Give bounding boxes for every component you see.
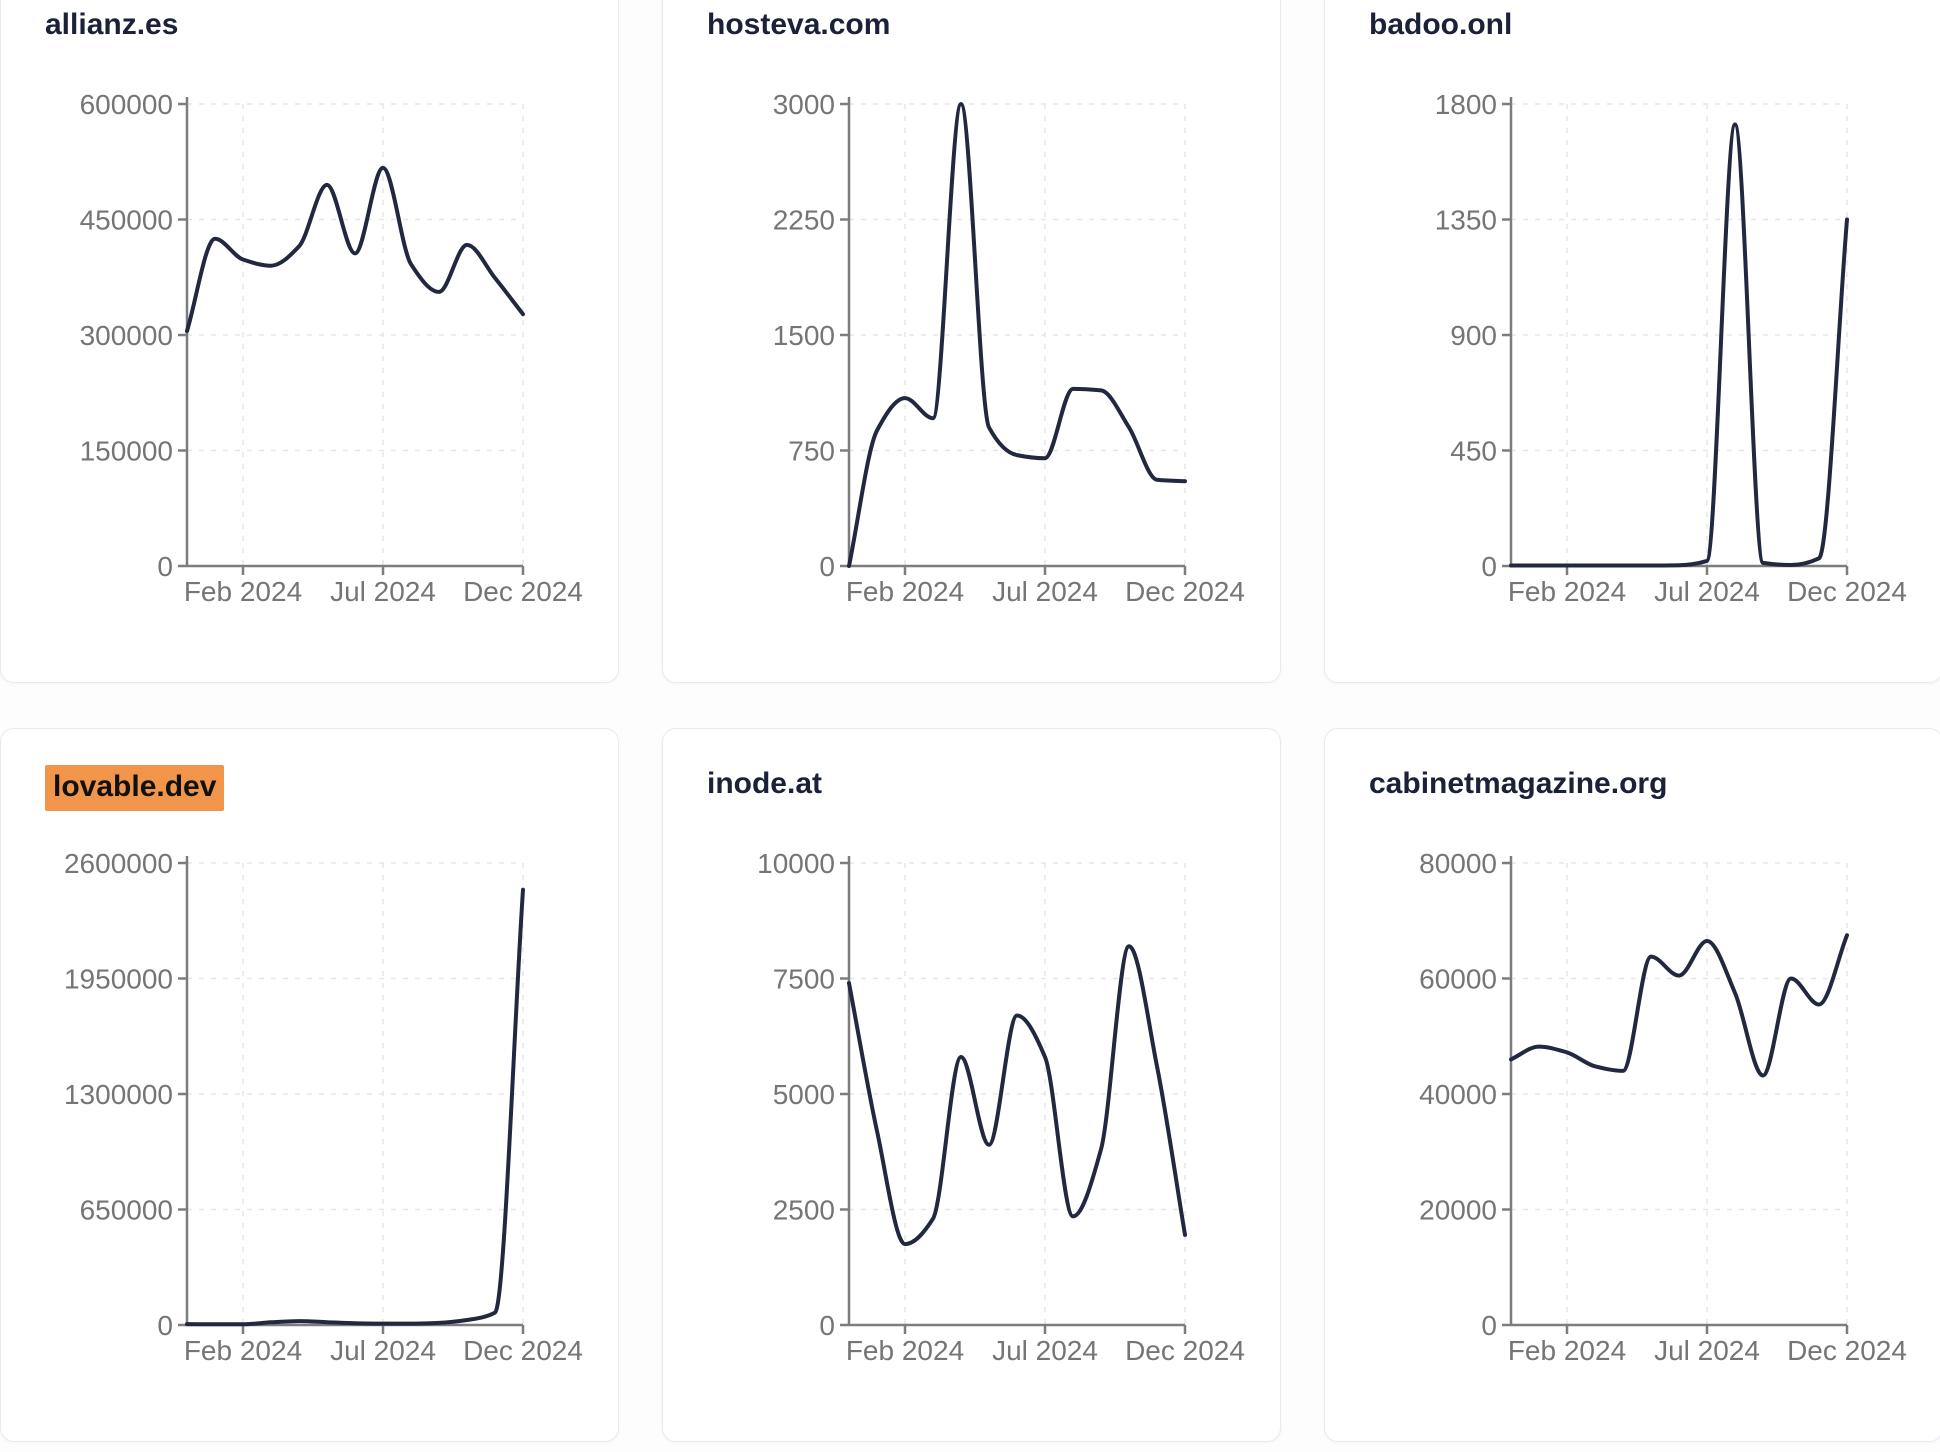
y-tick-label: 1350 — [1435, 205, 1497, 236]
y-tick-label: 40000 — [1419, 1079, 1497, 1110]
domain-title[interactable]: lovable.dev — [45, 765, 225, 811]
tick-labels: 0 2500 5000 7500 10000 Feb 2024 Jul 2024 Dec 20… — [757, 848, 1245, 1366]
y-tick-label: 1300000 — [64, 1079, 173, 1110]
chart-card: allianz.es 0 150000 300000 450000 600000 Feb … — [0, 0, 619, 683]
chart-title-row: lovable.dev — [45, 765, 225, 811]
y-tick-label: 7500 — [773, 964, 835, 995]
y-tick-label: 5000 — [773, 1079, 835, 1110]
chart-card: cabinetmagazine.org 0 20000 40000 60000 8000… — [1324, 728, 1940, 1442]
x-tick-label: Jul 2024 — [330, 576, 436, 607]
domain-title[interactable]: hosteva.com — [707, 8, 891, 41]
y-tick-label: 80000 — [1419, 848, 1497, 879]
domain-title[interactable]: badoo.onl — [1369, 8, 1513, 41]
x-tick-label: Feb 2024 — [184, 576, 302, 607]
y-tick-label: 3000 — [773, 89, 835, 120]
chart-title-row: hosteva.com — [707, 6, 890, 44]
y-tick-label: 0 — [819, 1310, 835, 1341]
series-line — [185, 887, 525, 1327]
y-tick-label: 0 — [819, 551, 835, 582]
x-tick-label: Jul 2024 — [330, 1335, 436, 1366]
x-tick-label: Feb 2024 — [1508, 1335, 1626, 1366]
y-tick-label: 600000 — [80, 89, 173, 120]
line-chart: 0 2500 5000 7500 10000 Feb 2024 Jul 2024 Dec 20… — [757, 848, 1245, 1366]
x-tick-label: Jul 2024 — [992, 1335, 1098, 1366]
domain-title[interactable]: cabinetmagazine.org — [1369, 767, 1668, 800]
x-tick-label: Feb 2024 — [184, 1335, 302, 1366]
series-line — [847, 102, 1187, 568]
line-chart: 0 750 1500 2250 3000 Feb 2024 Jul 2024 Dec 2024 — [773, 89, 1245, 607]
tick-labels: 0 450 900 1350 1800 Feb 2024 Jul 2024 Dec 2024 — [1435, 89, 1907, 607]
chart-card: lovable.dev 0 650000 1300000 1950000 2600000… — [0, 728, 619, 1442]
axes — [178, 97, 525, 575]
x-tick-label: Dec 2024 — [463, 1335, 583, 1366]
y-tick-label: 300000 — [80, 320, 173, 351]
tick-labels: 0 20000 40000 60000 80000 Feb 2024 Jul 2024 Dec… — [1419, 848, 1907, 1366]
gridlines — [1511, 103, 1848, 566]
line-chart: 0 20000 40000 60000 80000 Feb 2024 Jul 2024 Dec… — [1419, 848, 1907, 1366]
chart-title-row: badoo.onl — [1369, 6, 1512, 44]
x-tick-label: Jul 2024 — [1654, 576, 1760, 607]
x-tick-label: Jul 2024 — [1654, 1335, 1760, 1366]
x-tick-label: Dec 2024 — [463, 576, 583, 607]
y-tick-label: 1950000 — [64, 964, 173, 995]
chart-title-row: cabinetmagazine.org — [1369, 765, 1667, 803]
y-tick-label: 900 — [1450, 320, 1497, 351]
axes — [1502, 97, 1849, 575]
series-line — [847, 944, 1187, 1247]
y-tick-label: 60000 — [1419, 964, 1497, 995]
x-tick-label: Feb 2024 — [1508, 576, 1626, 607]
line-chart: 0 450 900 1350 1800 Feb 2024 Jul 2024 Dec 2024 — [1435, 89, 1907, 607]
x-tick-label: Dec 2024 — [1125, 1335, 1245, 1366]
y-tick-label: 0 — [157, 551, 173, 582]
chart-title-row: allianz.es — [45, 6, 178, 44]
x-tick-label: Feb 2024 — [846, 1335, 964, 1366]
tick-labels: 0 150000 300000 450000 600000 Feb 2024 Jul 202… — [80, 89, 583, 607]
y-tick-label: 0 — [1481, 1310, 1497, 1341]
y-tick-label: 10000 — [757, 848, 835, 879]
chart-card: inode.at 0 2500 5000 7500 10000 Feb 2024 Jul 2… — [662, 728, 1281, 1442]
axes — [178, 856, 525, 1334]
x-tick-label: Dec 2024 — [1787, 576, 1907, 607]
gridlines — [849, 862, 1186, 1325]
y-tick-label: 20000 — [1419, 1195, 1497, 1226]
x-tick-label: Dec 2024 — [1125, 576, 1245, 607]
series-line — [185, 165, 525, 334]
chart-card: hosteva.com 0 750 1500 2250 3000 Feb 2024 Jul … — [662, 0, 1281, 683]
axes — [840, 856, 1187, 1334]
gridlines — [187, 103, 524, 566]
series-line — [1509, 122, 1849, 568]
x-tick-label: Jul 2024 — [992, 576, 1098, 607]
axes — [1502, 856, 1849, 1334]
chart-card: badoo.onl 0 450 900 1350 1800 Feb 2024 Jul 202… — [1324, 0, 1940, 683]
tick-labels: 0 750 1500 2250 3000 Feb 2024 Jul 2024 Dec 2024 — [773, 89, 1245, 607]
line-chart: 0 650000 1300000 1950000 2600000 Feb 2024 Jul … — [64, 848, 583, 1366]
y-tick-label: 0 — [157, 1310, 173, 1341]
y-tick-label: 1800 — [1435, 89, 1497, 120]
axes — [840, 97, 1187, 575]
y-tick-label: 150000 — [80, 436, 173, 467]
y-tick-label: 2250 — [773, 205, 835, 236]
chart-title-row: inode.at — [707, 765, 822, 803]
series-line — [1509, 933, 1849, 1078]
y-tick-label: 2500 — [773, 1195, 835, 1226]
domain-title[interactable]: allianz.es — [45, 8, 179, 41]
x-tick-label: Dec 2024 — [1787, 1335, 1907, 1366]
y-tick-label: 1500 — [773, 320, 835, 351]
gridlines — [849, 103, 1186, 566]
domain-title[interactable]: inode.at — [707, 767, 823, 800]
y-tick-label: 650000 — [80, 1195, 173, 1226]
y-tick-label: 450000 — [80, 205, 173, 236]
y-tick-label: 450 — [1450, 436, 1497, 467]
y-tick-label: 2600000 — [64, 848, 173, 879]
y-tick-label: 0 — [1481, 551, 1497, 582]
line-chart: 0 150000 300000 450000 600000 Feb 2024 Jul 202… — [80, 89, 583, 607]
y-tick-label: 750 — [788, 436, 835, 467]
gridlines — [1511, 862, 1848, 1325]
x-tick-label: Feb 2024 — [846, 576, 964, 607]
gridlines — [187, 862, 524, 1325]
tick-labels: 0 650000 1300000 1950000 2600000 Feb 2024 Jul … — [64, 848, 583, 1366]
